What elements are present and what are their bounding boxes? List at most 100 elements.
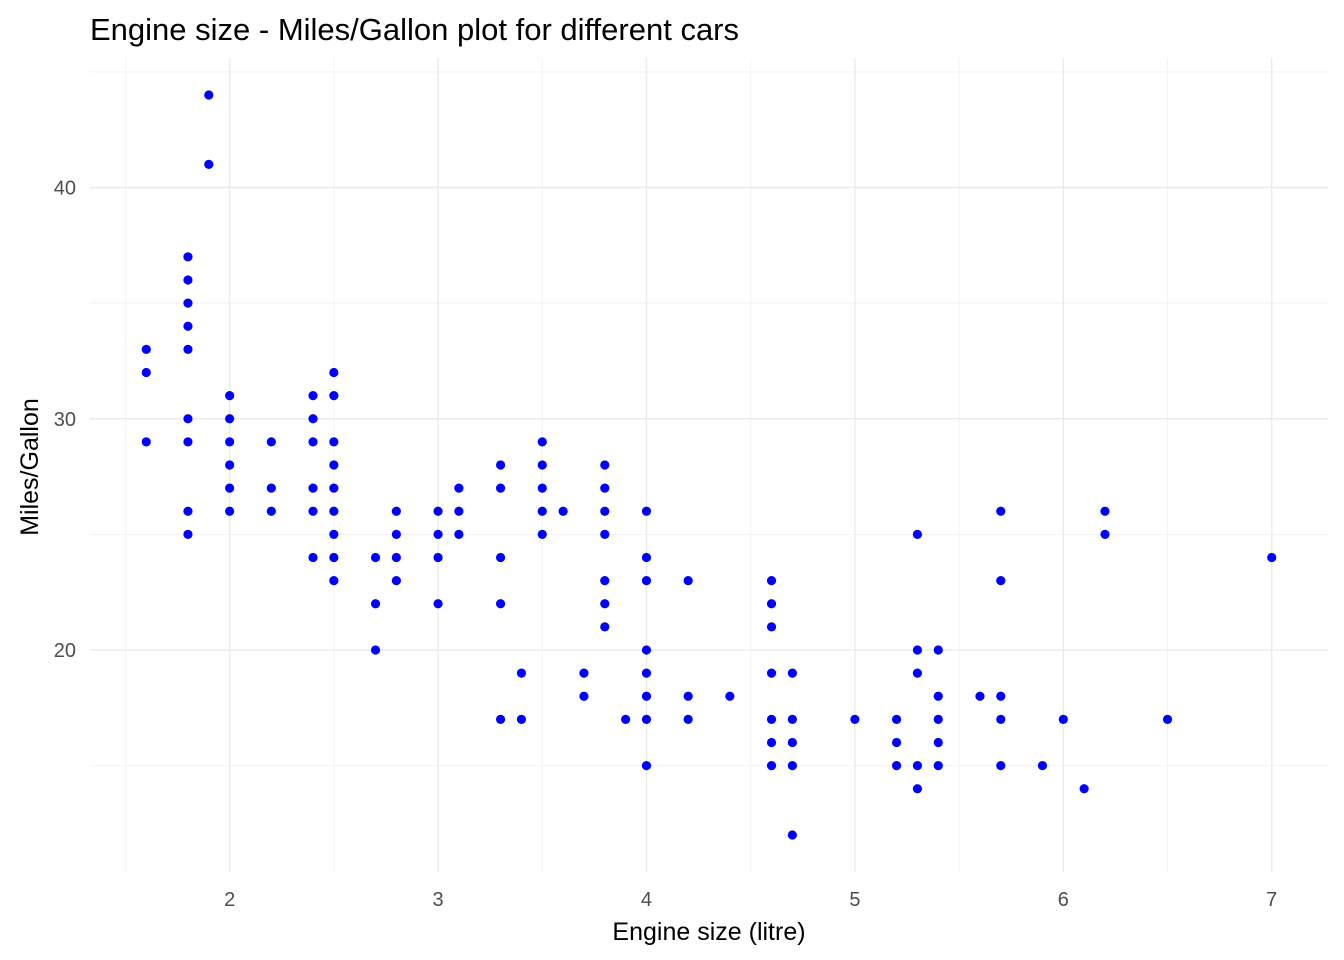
data-point (308, 552, 318, 563)
data-point (683, 576, 693, 586)
y-axis-title: Miles/Gallon (16, 398, 44, 536)
data-point (308, 414, 318, 424)
x-tick-label: 4 (641, 889, 652, 911)
data-point (600, 622, 610, 632)
data-point (537, 460, 547, 470)
data-point (766, 761, 777, 771)
data-point (641, 576, 652, 586)
data-point (370, 645, 381, 655)
data-point (641, 645, 652, 655)
data-point (1037, 761, 1048, 771)
x-tick-label: 3 (432, 889, 443, 911)
data-point (933, 737, 943, 748)
data-point (579, 691, 589, 701)
data-point (641, 506, 652, 516)
data-point (787, 761, 797, 771)
data-point (600, 599, 610, 609)
data-point (725, 691, 735, 701)
data-point (787, 830, 797, 840)
data-point (891, 761, 902, 771)
data-point (996, 714, 1006, 724)
data-point (1162, 714, 1173, 724)
data-point (433, 552, 443, 563)
data-point (516, 668, 527, 678)
data-point (433, 599, 443, 609)
data-point (641, 691, 652, 701)
data-point (266, 483, 276, 493)
data-point (996, 691, 1006, 701)
data-point (1100, 529, 1110, 539)
data-point (600, 460, 610, 470)
data-point (141, 367, 151, 378)
data-point (495, 460, 506, 470)
data-point (329, 576, 339, 586)
data-point (329, 552, 339, 563)
data-point (912, 761, 923, 771)
data-point (975, 691, 985, 701)
x-tick-label: 5 (849, 889, 860, 911)
data-point (996, 761, 1006, 771)
data-point (787, 714, 797, 724)
data-point (1079, 784, 1089, 794)
data-point (558, 506, 568, 516)
data-point (912, 784, 923, 794)
data-point (329, 483, 339, 493)
data-point (766, 714, 777, 724)
data-point (183, 275, 193, 285)
data-point (787, 737, 797, 748)
data-point (183, 321, 193, 331)
data-point (329, 367, 339, 378)
data-point (183, 298, 193, 308)
x-tick-label: 6 (1058, 889, 1069, 911)
data-point (600, 576, 610, 586)
data-point (329, 506, 339, 516)
data-point (329, 529, 339, 539)
data-point (391, 506, 401, 516)
data-point (225, 414, 235, 424)
data-point (495, 714, 506, 724)
data-point (766, 737, 777, 748)
data-point (766, 576, 777, 586)
y-tick-label: 30 (54, 409, 76, 431)
data-point (850, 714, 860, 724)
data-point (766, 599, 777, 609)
data-point (308, 437, 318, 447)
data-point (621, 714, 631, 724)
data-point (495, 483, 506, 493)
data-point (454, 506, 464, 516)
data-point (391, 576, 401, 586)
data-point (433, 529, 443, 539)
data-point (537, 506, 547, 516)
data-point (912, 645, 923, 655)
tick-labels: 2 3 4 5 6 7 20 30 40 (54, 178, 1278, 912)
data-point (787, 668, 797, 678)
data-point (225, 437, 235, 447)
data-point (641, 552, 652, 563)
data-point (329, 391, 339, 401)
data-point (1267, 552, 1277, 563)
data-point (996, 506, 1006, 516)
data-point (183, 506, 193, 516)
data-point (537, 529, 547, 539)
data-points (141, 90, 1277, 840)
data-point (454, 483, 464, 493)
data-point (891, 737, 902, 748)
data-point (683, 714, 693, 724)
data-point (996, 576, 1006, 586)
data-point (225, 391, 235, 401)
grid-lines (90, 58, 1328, 872)
data-point (1100, 506, 1110, 516)
data-point (912, 668, 923, 678)
data-point (183, 437, 193, 447)
data-point (579, 668, 589, 678)
data-point (308, 506, 318, 516)
data-point (933, 714, 943, 724)
data-point (308, 391, 318, 401)
data-point (391, 529, 401, 539)
data-point (1058, 714, 1068, 724)
data-point (641, 761, 652, 771)
data-point (933, 691, 943, 701)
x-tick-label: 2 (224, 889, 235, 911)
data-point (225, 460, 235, 470)
